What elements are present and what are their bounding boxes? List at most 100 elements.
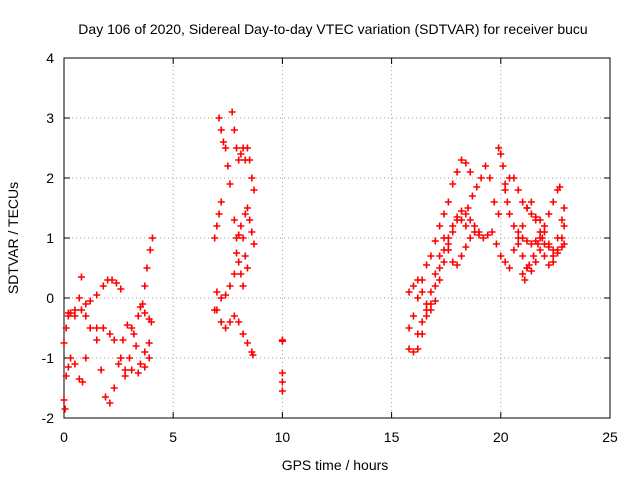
- data-point: [278, 387, 286, 395]
- data-point: [477, 174, 485, 182]
- series-trace-n: [278, 336, 286, 395]
- data-point: [230, 126, 238, 134]
- x-tick-label: 10: [275, 429, 291, 445]
- data-point: [540, 222, 548, 230]
- data-point: [492, 240, 500, 248]
- x-tick-label: 0: [60, 429, 68, 445]
- data-point: [235, 318, 243, 326]
- data-point: [239, 330, 247, 338]
- data-point: [519, 198, 527, 206]
- data-point: [82, 354, 90, 362]
- data-point: [217, 198, 225, 206]
- data-point: [560, 240, 568, 248]
- data-point: [423, 306, 431, 314]
- data-point: [501, 258, 509, 266]
- data-point: [436, 264, 444, 272]
- series-trace-t: [495, 144, 564, 248]
- data-point: [549, 198, 557, 206]
- data-point: [527, 210, 535, 218]
- data-point: [145, 339, 153, 347]
- data-point: [239, 234, 247, 242]
- data-point: [475, 231, 483, 239]
- data-point: [82, 312, 90, 320]
- data-point: [61, 405, 69, 413]
- data-points: [60, 108, 568, 413]
- data-point: [409, 348, 417, 356]
- data-point: [549, 258, 557, 266]
- series-trace-g: [136, 303, 155, 326]
- data-point: [466, 168, 474, 176]
- data-point: [128, 366, 136, 374]
- data-point: [431, 270, 439, 278]
- data-point: [525, 261, 533, 269]
- data-point: [237, 222, 245, 230]
- data-point: [405, 324, 413, 332]
- y-tick-label: 0: [46, 290, 54, 306]
- data-point: [440, 234, 448, 242]
- x-tick-label: 20: [493, 429, 509, 445]
- data-point: [278, 369, 286, 377]
- data-point: [471, 222, 479, 230]
- data-point: [217, 294, 225, 302]
- data-point: [243, 339, 251, 347]
- data-point: [93, 336, 101, 344]
- data-point: [71, 312, 79, 320]
- series-trace-e: [93, 321, 153, 407]
- data-point: [60, 339, 68, 347]
- data-point: [462, 159, 470, 167]
- data-point: [64, 363, 72, 371]
- data-point: [482, 162, 490, 170]
- data-point: [506, 264, 514, 272]
- data-point: [246, 156, 254, 164]
- data-point: [82, 300, 90, 308]
- data-point: [64, 309, 72, 317]
- x-axis: 0 5 10 15 20 25: [60, 58, 618, 445]
- data-point: [453, 261, 461, 269]
- data-point: [123, 321, 131, 329]
- data-point: [436, 222, 444, 230]
- data-point: [473, 183, 481, 191]
- series-trace-h: [211, 222, 251, 314]
- data-point: [79, 378, 87, 386]
- data-point: [414, 276, 422, 284]
- data-point: [211, 234, 219, 242]
- data-point: [132, 342, 140, 350]
- data-point: [121, 366, 129, 374]
- data-point: [418, 318, 426, 326]
- y-tick-label: 3: [46, 110, 54, 126]
- data-point: [237, 150, 245, 158]
- data-point: [440, 258, 448, 266]
- data-point: [215, 210, 223, 218]
- data-point: [530, 252, 538, 260]
- data-point: [213, 222, 221, 230]
- data-point: [99, 324, 107, 332]
- series-trace-i: [213, 306, 257, 359]
- data-point: [423, 312, 431, 320]
- data-point: [99, 282, 107, 290]
- data-point: [453, 168, 461, 176]
- data-point: [501, 186, 509, 194]
- data-point: [235, 156, 243, 164]
- data-point: [62, 372, 70, 380]
- data-point: [93, 291, 101, 299]
- data-point: [136, 360, 144, 368]
- data-point: [519, 270, 527, 278]
- data-point: [141, 282, 149, 290]
- data-point: [423, 300, 431, 308]
- data-point: [457, 207, 465, 215]
- data-point: [453, 213, 461, 221]
- data-point: [215, 114, 223, 122]
- data-point: [503, 198, 511, 206]
- data-point: [514, 240, 522, 248]
- data-point: [497, 150, 505, 158]
- data-point: [222, 291, 230, 299]
- data-point: [71, 360, 79, 368]
- y-tick-label: -1: [42, 350, 55, 366]
- data-point: [119, 336, 127, 344]
- data-point: [427, 252, 435, 260]
- data-point: [436, 276, 444, 284]
- data-point: [228, 108, 236, 116]
- data-point: [217, 126, 225, 134]
- data-point: [126, 354, 134, 362]
- data-point: [506, 210, 514, 218]
